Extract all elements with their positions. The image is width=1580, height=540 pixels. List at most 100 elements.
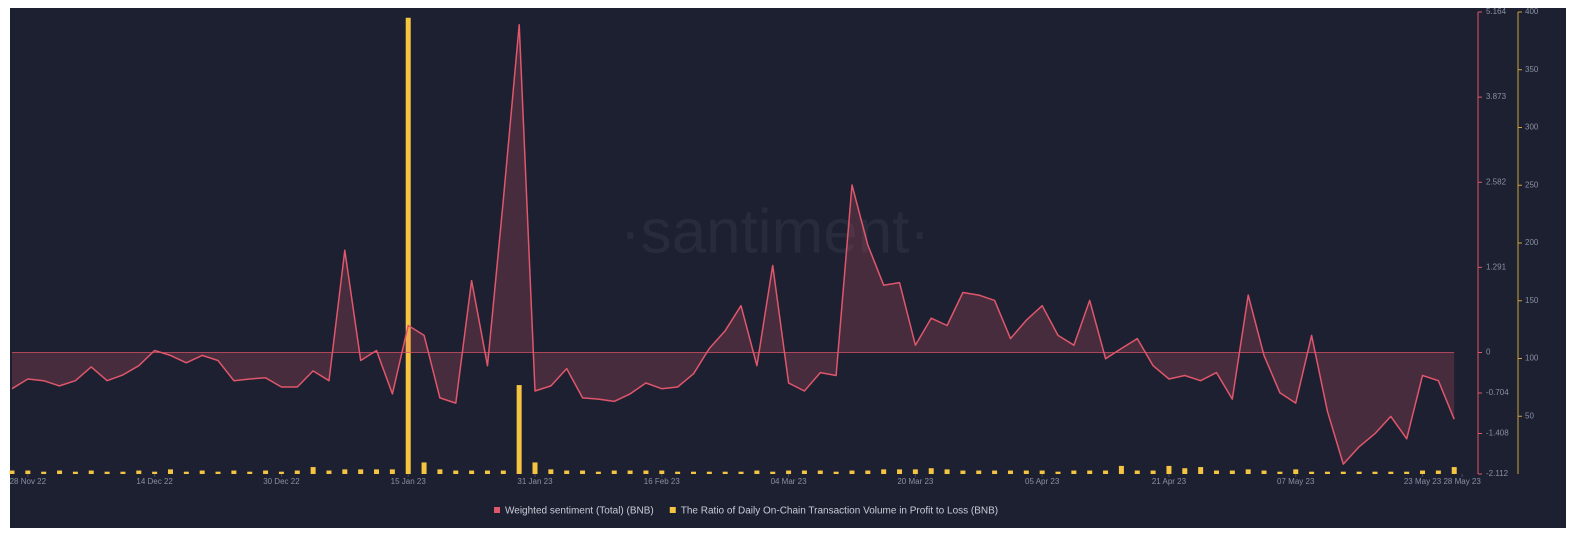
bar	[374, 469, 380, 474]
bar	[136, 470, 142, 474]
y2-tick-label: 100	[1525, 354, 1539, 363]
bar	[421, 462, 427, 474]
x-tick-label: 21 Apr 23	[1152, 477, 1187, 486]
bar	[120, 471, 126, 474]
y-tick-label: 3.873	[1486, 92, 1507, 101]
bar	[88, 470, 94, 474]
y2-tick-label: 150	[1525, 296, 1539, 305]
bar	[1245, 469, 1251, 474]
y-tick-label: -0.704	[1486, 388, 1509, 397]
x-tick-label: 15 Jan 23	[391, 477, 427, 486]
bar	[1229, 470, 1235, 474]
x-tick-label: 07 May 23	[1277, 477, 1315, 486]
bar	[167, 469, 173, 474]
bar	[437, 469, 443, 474]
bar	[1071, 470, 1077, 474]
bar	[833, 471, 839, 474]
watermark: ·santiment·	[620, 197, 930, 266]
bar	[1213, 470, 1219, 474]
bar	[500, 470, 506, 474]
line	[11, 24, 1455, 465]
bar	[41, 471, 47, 474]
bar	[183, 471, 189, 474]
bar	[231, 470, 237, 474]
bar	[1324, 471, 1330, 474]
bar	[199, 470, 205, 474]
bar	[9, 470, 15, 474]
legend-label: Weighted sentiment (Total) (BNB)	[505, 506, 654, 517]
bar	[1261, 470, 1267, 474]
bar	[25, 470, 31, 474]
legend-marker	[669, 507, 676, 513]
bar	[675, 471, 681, 474]
y2-tick-label: 250	[1525, 180, 1539, 189]
x-tick-label: 28 Nov 22	[10, 477, 47, 486]
bar	[215, 471, 221, 474]
bar	[801, 470, 807, 474]
bar	[516, 385, 522, 474]
y-tick-label: 5.164	[1486, 7, 1507, 16]
bar	[659, 470, 665, 474]
y-tick-label: 2.582	[1486, 177, 1507, 186]
bar	[786, 470, 792, 474]
y-tick-label: 0	[1486, 348, 1491, 357]
bar	[453, 470, 459, 474]
bar	[278, 471, 284, 474]
bar	[960, 470, 966, 474]
bar	[849, 470, 855, 474]
bar	[1293, 469, 1299, 474]
bar	[469, 470, 475, 474]
bar	[897, 469, 903, 474]
x-tick-label: 04 Mar 23	[771, 477, 808, 486]
bar	[1420, 470, 1426, 474]
bar	[1103, 470, 1109, 474]
bar	[754, 470, 760, 474]
bar	[1277, 471, 1283, 474]
bar	[294, 470, 300, 474]
bar	[263, 470, 269, 474]
y2-tick-label: 200	[1525, 238, 1539, 247]
bar	[1007, 470, 1013, 474]
bar	[1388, 471, 1394, 474]
bar	[944, 469, 950, 474]
bar	[358, 469, 364, 474]
x-tick-label: 05 Apr 23	[1025, 477, 1060, 486]
y-tick-label: 1.291	[1486, 262, 1507, 271]
bar	[928, 468, 934, 474]
bar	[611, 470, 617, 474]
y2-tick-label: 400	[1525, 7, 1539, 16]
bar	[548, 469, 554, 474]
y2-tick-label: 350	[1525, 65, 1539, 74]
bar	[1055, 471, 1061, 474]
bar	[532, 462, 538, 474]
bar	[564, 470, 570, 474]
bar	[770, 471, 776, 474]
x-tick-label: 20 Mar 23	[897, 477, 934, 486]
bar	[1372, 471, 1378, 474]
bar	[1404, 471, 1410, 474]
x-tick-label: 23 May 23	[1404, 477, 1442, 486]
bar	[310, 467, 316, 474]
bar	[1451, 467, 1457, 474]
bar	[580, 470, 586, 474]
y2-tick-label: 300	[1525, 123, 1539, 132]
bar	[1340, 471, 1346, 474]
bar	[643, 470, 649, 474]
bar	[1182, 468, 1188, 474]
bar	[817, 470, 823, 474]
bar	[405, 17, 411, 475]
y-tick-label: -1.408	[1486, 429, 1509, 438]
bar	[706, 471, 712, 474]
chart-background	[10, 8, 1566, 528]
x-tick-label: 14 Dec 22	[136, 477, 173, 486]
bar	[247, 471, 253, 474]
bar	[72, 471, 78, 474]
bar	[881, 469, 887, 474]
bar	[1166, 465, 1172, 474]
bar	[690, 471, 696, 474]
bar	[1087, 470, 1093, 474]
bar	[738, 471, 744, 474]
x-tick-label: 28 May 23	[1443, 477, 1481, 486]
